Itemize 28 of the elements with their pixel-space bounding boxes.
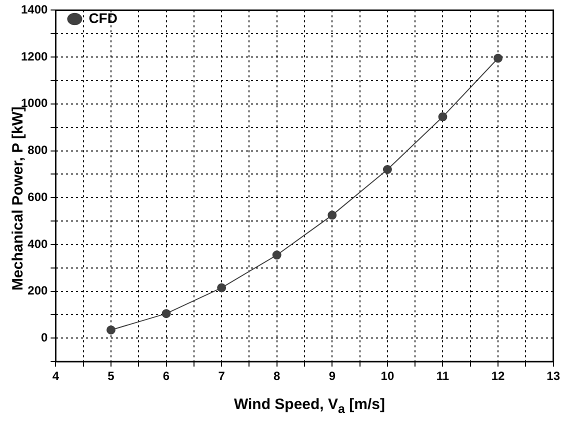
point [217, 283, 226, 292]
y-tick-label: 600 [28, 190, 48, 204]
point [106, 325, 116, 334]
y-axis-title: Mechanical Power, P [kW] [10, 106, 26, 290]
point [438, 112, 448, 122]
x-tick-label: 10 [380, 369, 394, 384]
x-tick-label: 11 [436, 369, 450, 384]
x-tick-label: 5 [108, 369, 115, 384]
point [328, 210, 337, 220]
y-tick-label: 1400 [20, 2, 48, 17]
x-tick-label: 9 [328, 369, 336, 384]
x-axis-title: Wind Speed, V$_{a}$ [m/s] [232, 396, 386, 416]
legend-label: CFD [88, 10, 118, 26]
x-tick-label: 4 [52, 369, 60, 384]
x-tick-label: 6 [162, 369, 170, 384]
point [494, 54, 503, 63]
x-tick-label: 12 [491, 369, 506, 384]
y-tick-label: 0 [41, 330, 48, 344]
y-tick-label: 200 [28, 284, 48, 298]
y-tick-label: 800 [28, 143, 48, 158]
point [382, 165, 392, 174]
x-tick-label: 13 [546, 369, 560, 384]
point [272, 250, 282, 260]
x-tick-label: 8 [274, 369, 281, 384]
y-tick-label: 1200 [20, 49, 48, 64]
y-tick-label: 400 [28, 236, 48, 251]
x-tick-label: 7 [218, 369, 226, 384]
point [162, 309, 171, 318]
